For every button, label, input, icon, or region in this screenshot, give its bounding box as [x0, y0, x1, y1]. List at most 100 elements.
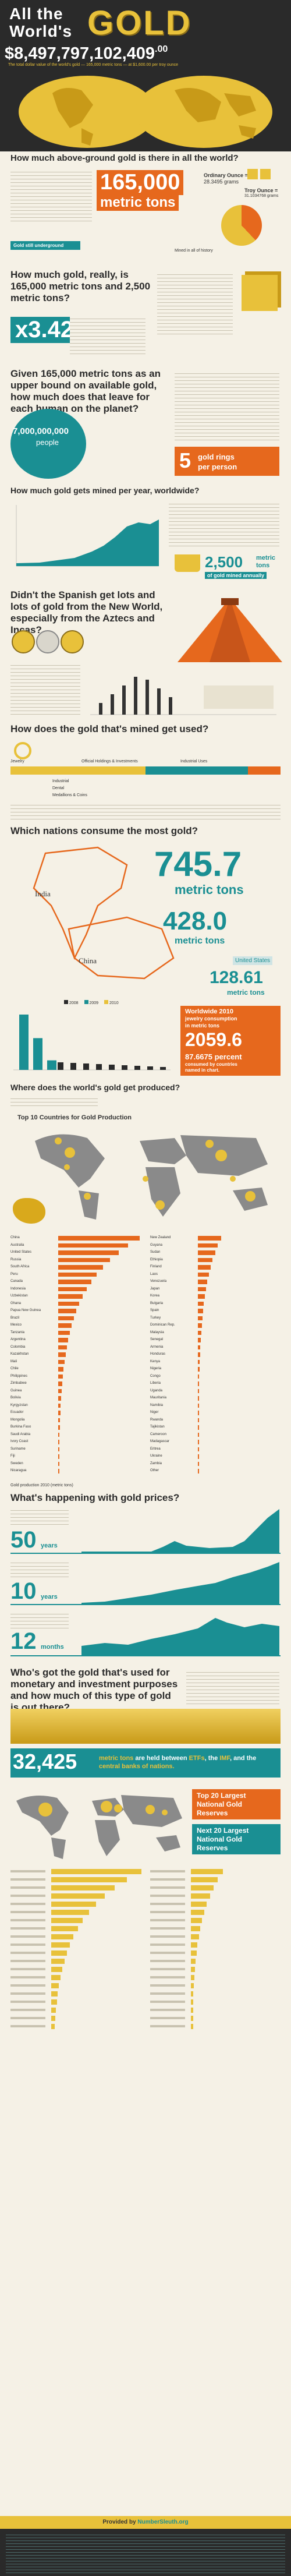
- reserves-bar: [191, 1991, 194, 1997]
- next20-label3: Reserves: [197, 1844, 228, 1852]
- production-bar: [198, 1265, 211, 1270]
- production-bar: [58, 1352, 66, 1357]
- percent-caption2: named in chart.: [185, 1068, 220, 1073]
- reserves-label-placeholder: [10, 1919, 45, 1921]
- reserves-banner: [10, 1748, 281, 1778]
- production-bar: [58, 1272, 97, 1277]
- production-row: Ethiopia: [150, 1256, 284, 1264]
- consumption-bar-minor: [122, 1065, 127, 1070]
- production-bar: [58, 1440, 60, 1444]
- production-bar: [198, 1236, 221, 1241]
- coin-3: [61, 630, 84, 653]
- production-bar: [198, 1381, 199, 1386]
- gold-nugget: [13, 1198, 45, 1224]
- reserves-label-placeholder: [10, 1968, 45, 1970]
- reserves-bar: [51, 1877, 127, 1882]
- reserves-bar: [191, 1934, 199, 1939]
- rings-label1: gold rings: [198, 453, 235, 461]
- production-country-name: Venezuela: [150, 1280, 167, 1283]
- production-country-name: Honduras: [150, 1352, 166, 1356]
- reserves-bar: [51, 1918, 83, 1923]
- production-bar: [198, 1461, 199, 1466]
- reserves-bar: [51, 1926, 78, 1931]
- production-bar: [58, 1396, 62, 1401]
- reserves-world-map: [16, 1795, 182, 1859]
- consumption-bar-minor: [109, 1065, 115, 1070]
- q1-big-figure: 165,000: [97, 170, 184, 195]
- reserves-label-placeholder: [150, 1968, 185, 1970]
- production-country-name: Nigeria: [150, 1367, 162, 1370]
- use-jewelry-label: Jewelry: [10, 759, 24, 764]
- production-country-name: Mexico: [10, 1323, 22, 1327]
- production-bar: [198, 1243, 218, 1248]
- caption-imf: IMF: [219, 1755, 230, 1762]
- q4-text: [169, 501, 279, 547]
- production-country-name: Sweden: [10, 1461, 23, 1465]
- production-axis-label: Gold production 2010 (metric tons): [10, 1483, 73, 1487]
- production-row: Turkey: [150, 1314, 284, 1322]
- q6-text: [10, 802, 281, 819]
- reserves-figure: 32,425: [13, 1750, 77, 1773]
- production-row: Cameroon: [150, 1431, 284, 1439]
- q6-heading: How does the gold that's mined get used?: [10, 723, 209, 734]
- production-country-name: Kazakhstan: [10, 1352, 29, 1356]
- production-country-name: Niger: [150, 1411, 159, 1414]
- section-production: Where does the world's gold get produced…: [0, 1082, 291, 1492]
- p3-text: [10, 1611, 69, 1628]
- production-bar: [58, 1461, 59, 1466]
- reserves-bar: [191, 1918, 203, 1923]
- legend-2009: 2009: [89, 1001, 99, 1005]
- production-country-name: Ghana: [10, 1301, 22, 1305]
- legend-2010: 2010: [109, 1001, 119, 1005]
- production-bar: [58, 1425, 60, 1430]
- production-row: Peru: [10, 1271, 144, 1278]
- legend-item-3: 2010: [104, 1000, 119, 1005]
- reserves-label-placeholder: [10, 2001, 45, 2003]
- sub-use-industrial: Industrial: [52, 779, 69, 783]
- gold-cube: [242, 275, 278, 311]
- underground-label: Gold still underground: [10, 241, 80, 250]
- production-bar: [58, 1374, 63, 1379]
- production-row: Ivory Coast: [10, 1438, 144, 1446]
- reserves-bar: [51, 1967, 63, 1972]
- production-row: Zimbabwe: [10, 1380, 144, 1387]
- production-row: Chile: [10, 1365, 144, 1373]
- production-row: Mali: [10, 1358, 144, 1366]
- reserves-bar: [191, 2008, 193, 2013]
- worldwide-label3: in metric tons: [185, 1023, 220, 1029]
- production-row: Liberia: [150, 1380, 284, 1387]
- reserves-bar: [191, 1877, 218, 1882]
- ring-icon: [14, 742, 31, 759]
- title-line1: All the: [9, 5, 63, 23]
- q10-heading: Who's got the gold that's used for monet…: [10, 1667, 178, 1713]
- reserves-bar: [51, 1975, 61, 1980]
- production-row: Other: [150, 1467, 284, 1475]
- worldwide-label1: Worldwide 2010: [185, 1008, 233, 1015]
- reserves-bar: [51, 1885, 115, 1891]
- production-row: Mauritania: [150, 1394, 284, 1402]
- production-row: Sweden: [10, 1460, 144, 1468]
- reserves-label-placeholder: [10, 1935, 45, 1938]
- production-bar: [198, 1280, 208, 1284]
- production-row: Ukraine: [150, 1453, 284, 1460]
- production-bar: [58, 1469, 59, 1473]
- reserves-label-placeholder: [10, 1976, 45, 1978]
- reserves-bar: [51, 1869, 141, 1874]
- reserves-label-placeholder: [150, 1870, 185, 1872]
- production-country-name: Ivory Coast: [10, 1440, 29, 1443]
- reserves-bar: [51, 1950, 68, 1956]
- mine-cart-icon: [175, 554, 200, 572]
- production-country-name: Ecuador: [10, 1411, 24, 1414]
- reserves-label-placeholder: [10, 1992, 45, 1995]
- q4-heading: How much gold gets mined per year, world…: [10, 486, 200, 495]
- reserves-bar: [191, 1950, 197, 1956]
- reserves-label-placeholder: [150, 1903, 185, 1905]
- reserves-list-next20: [150, 1868, 284, 2037]
- footer-brand[interactable]: NumberSleuth.org: [137, 2519, 189, 2525]
- p2-line: [10, 1604, 281, 1605]
- production-bar: [198, 1338, 201, 1342]
- reserves-bar: [51, 1934, 74, 1939]
- production-country-name: United States: [10, 1250, 32, 1254]
- production-country-name: Mongolia: [10, 1418, 25, 1422]
